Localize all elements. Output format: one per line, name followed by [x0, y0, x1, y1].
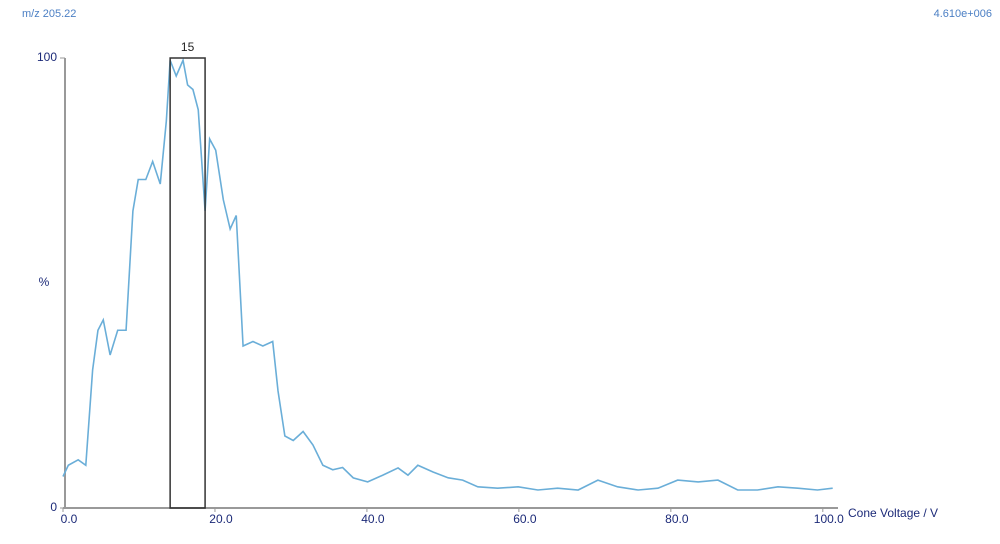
x-tick-label: 60.0: [513, 512, 537, 526]
annotation-box: [169, 57, 206, 509]
x-tick-label: 80.0: [665, 512, 689, 526]
x-axis-label: Cone Voltage / V: [848, 506, 938, 520]
y-axis-label: %: [39, 275, 50, 289]
y-tick-label: 0: [50, 500, 57, 514]
chart-subtitle: 4.610e+006: [934, 8, 992, 20]
data-line: [62, 57, 833, 491]
x-tick-label: 0.0: [61, 512, 78, 526]
annotation-label: 15: [181, 40, 195, 54]
chart-title: m/z 205.22: [22, 8, 76, 20]
x-tick-label: 100.0: [814, 512, 844, 526]
y-tick-label: 100: [37, 50, 57, 64]
x-tick-label: 20.0: [209, 512, 233, 526]
x-tick-label: 40.0: [361, 512, 385, 526]
